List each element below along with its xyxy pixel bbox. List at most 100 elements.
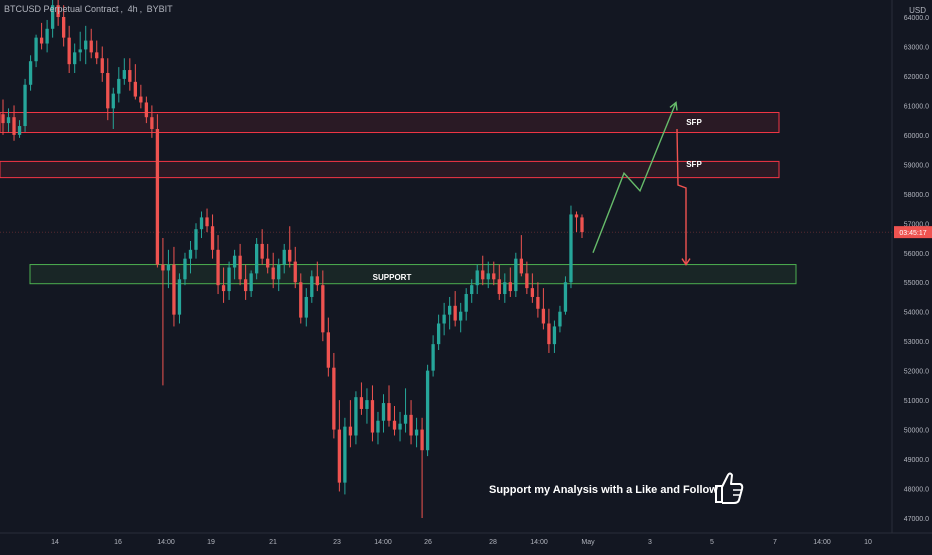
candle-body	[552, 326, 557, 345]
candle-body	[95, 52, 99, 59]
y-tick-label: 56000.0	[904, 251, 929, 258]
x-tick-label: 28	[489, 539, 497, 546]
candle-body	[62, 17, 66, 38]
candle-body	[266, 258, 270, 268]
candle-body	[486, 273, 490, 280]
candle-body	[172, 264, 176, 315]
y-tick-label: 61000.0	[904, 103, 929, 110]
candle-body	[376, 420, 380, 433]
candle-body	[210, 226, 215, 250]
candle-body	[106, 72, 110, 109]
candle-body	[144, 102, 149, 118]
candle-body	[199, 217, 204, 230]
x-tick-label: 16	[114, 539, 122, 546]
candle-body	[508, 282, 512, 292]
candle-body	[28, 61, 33, 85]
y-tick-label: 54000.0	[904, 310, 929, 317]
thumbs-up-icon	[712, 470, 744, 506]
x-tick-label: 7	[773, 539, 777, 546]
y-tick-label: 52000.0	[904, 369, 929, 376]
y-tick-label: 55000.0	[904, 280, 929, 287]
candle-body	[530, 288, 535, 297]
y-tick-label: 59000.0	[904, 162, 929, 169]
candle-body	[183, 258, 187, 280]
candle-body	[255, 243, 259, 274]
sfp-zone	[0, 160, 780, 179]
y-tick-label: 49000.0	[904, 457, 929, 464]
candle-body	[205, 217, 209, 227]
candle-body	[50, 5, 55, 29]
candle-body	[464, 294, 468, 312]
sfp-zone	[0, 111, 780, 134]
candle-body	[23, 84, 27, 127]
candle-body	[89, 40, 93, 53]
candle-body	[39, 37, 44, 44]
x-tick-label: 10	[864, 539, 872, 546]
candle-body	[470, 285, 474, 295]
candle-body	[381, 403, 386, 421]
candle-body	[547, 323, 551, 345]
candle-body	[326, 332, 330, 368]
candle-body	[431, 344, 435, 371]
x-tick-label: 3	[648, 539, 652, 546]
candle-body	[365, 400, 369, 409]
chart-header: BTCUSD Perpetual Contract, 4h, BYBIT	[4, 4, 173, 14]
candle-body	[492, 273, 496, 280]
candle-body	[282, 249, 286, 265]
exchange-label: BYBIT	[146, 4, 173, 14]
candle-body	[166, 264, 171, 271]
candle-body	[459, 311, 463, 321]
x-tick-label: 21	[269, 539, 277, 546]
candle-body	[569, 214, 573, 283]
candle-body	[398, 423, 402, 430]
candle-body	[348, 426, 353, 436]
y-tick-label: 50000.0	[904, 428, 929, 435]
y-tick-label: 64000.0	[904, 15, 929, 22]
candle-body	[161, 264, 165, 271]
candle-body	[425, 370, 430, 451]
candle-body	[563, 282, 568, 312]
candle-body	[558, 311, 562, 327]
candle-body	[34, 37, 38, 62]
x-tick-label: 14	[51, 539, 59, 546]
candle-body	[387, 403, 391, 421]
candle-body	[343, 426, 347, 483]
candle-body	[293, 261, 297, 283]
candle-body	[111, 93, 115, 109]
cta-text: Support my Analysis with a Like and Foll…	[489, 484, 718, 496]
y-tick-label: 53000.0	[904, 339, 929, 346]
zone-label: SFP	[686, 160, 702, 169]
y-tick-label: 62000.0	[904, 74, 929, 81]
candle-body	[6, 117, 11, 124]
candle-body	[420, 429, 424, 451]
candle-body	[497, 279, 501, 295]
symbol-name: BTCUSD Perpetual Contract	[4, 4, 119, 14]
price-axis-unit: USD	[909, 6, 926, 15]
candle-body	[12, 117, 16, 135]
candle-body	[17, 126, 22, 135]
candle-body	[321, 285, 325, 333]
candle-body	[414, 429, 419, 436]
candle-body	[73, 52, 77, 65]
candle-body	[536, 296, 540, 309]
candle-body	[354, 397, 358, 436]
candle-body	[541, 308, 546, 324]
current-price-countdown: 03:45:17	[899, 230, 926, 237]
x-tick-label: 26	[424, 539, 432, 546]
y-tick-label: 47000.0	[904, 516, 929, 523]
candle-body	[304, 296, 308, 318]
candle-body	[232, 255, 237, 268]
candle-body	[503, 282, 507, 295]
y-tick-label: 60000.0	[904, 133, 929, 140]
zone-label: SUPPORT	[373, 273, 412, 282]
candle-body	[436, 323, 441, 345]
candle-body	[188, 249, 193, 259]
x-tick-label: 19	[207, 539, 215, 546]
candle-body	[403, 414, 408, 424]
candle-body	[288, 249, 292, 262]
candle-body	[310, 276, 314, 297]
candle-body	[139, 96, 143, 103]
candle-body	[155, 128, 160, 265]
